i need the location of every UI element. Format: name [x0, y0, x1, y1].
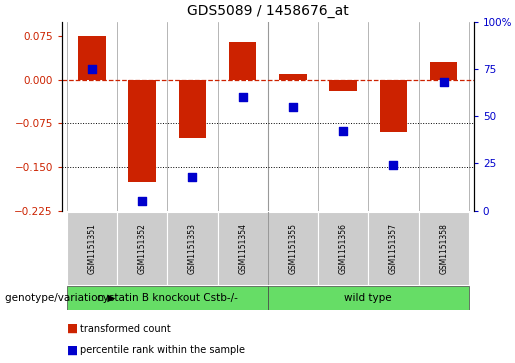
Bar	[217, 212, 268, 285]
Point	[238, 94, 247, 100]
Point	[439, 79, 448, 85]
Text: GSM1151355: GSM1151355	[288, 223, 298, 274]
Bar	[179, 80, 206, 138]
Bar	[279, 74, 307, 80]
Text: GSM1151354: GSM1151354	[238, 223, 247, 274]
Bar	[128, 80, 156, 182]
Text: GSM1151356: GSM1151356	[339, 223, 348, 274]
Bar	[268, 212, 318, 285]
Point	[339, 129, 347, 134]
Bar	[318, 212, 368, 285]
Point	[88, 66, 96, 72]
Text: wild type: wild type	[345, 293, 392, 303]
Point	[289, 104, 297, 110]
Bar	[67, 212, 117, 285]
Bar	[419, 212, 469, 285]
Text: transformed count: transformed count	[80, 323, 170, 334]
Text: ■: ■	[67, 322, 78, 335]
Point	[389, 162, 398, 168]
Text: GSM1151357: GSM1151357	[389, 223, 398, 274]
Bar	[380, 80, 407, 132]
Bar	[368, 212, 419, 285]
Text: ■: ■	[67, 344, 78, 357]
Bar	[229, 42, 256, 80]
Title: GDS5089 / 1458676_at: GDS5089 / 1458676_at	[187, 4, 349, 18]
Bar	[78, 36, 106, 80]
Text: GSM1151353: GSM1151353	[188, 223, 197, 274]
Text: percentile rank within the sample: percentile rank within the sample	[80, 345, 245, 355]
Bar	[167, 212, 217, 285]
Point	[188, 174, 197, 179]
Text: cystatin B knockout Cstb-/-: cystatin B knockout Cstb-/-	[97, 293, 238, 303]
Bar	[330, 80, 357, 91]
Text: GSM1151358: GSM1151358	[439, 223, 448, 274]
Text: GSM1151351: GSM1151351	[88, 223, 96, 274]
Bar	[430, 62, 457, 80]
Text: GSM1151352: GSM1151352	[138, 223, 147, 274]
Bar	[67, 286, 268, 310]
Text: genotype/variation ▶: genotype/variation ▶	[5, 293, 115, 303]
Bar	[117, 212, 167, 285]
Point	[138, 198, 146, 204]
Bar	[268, 286, 469, 310]
